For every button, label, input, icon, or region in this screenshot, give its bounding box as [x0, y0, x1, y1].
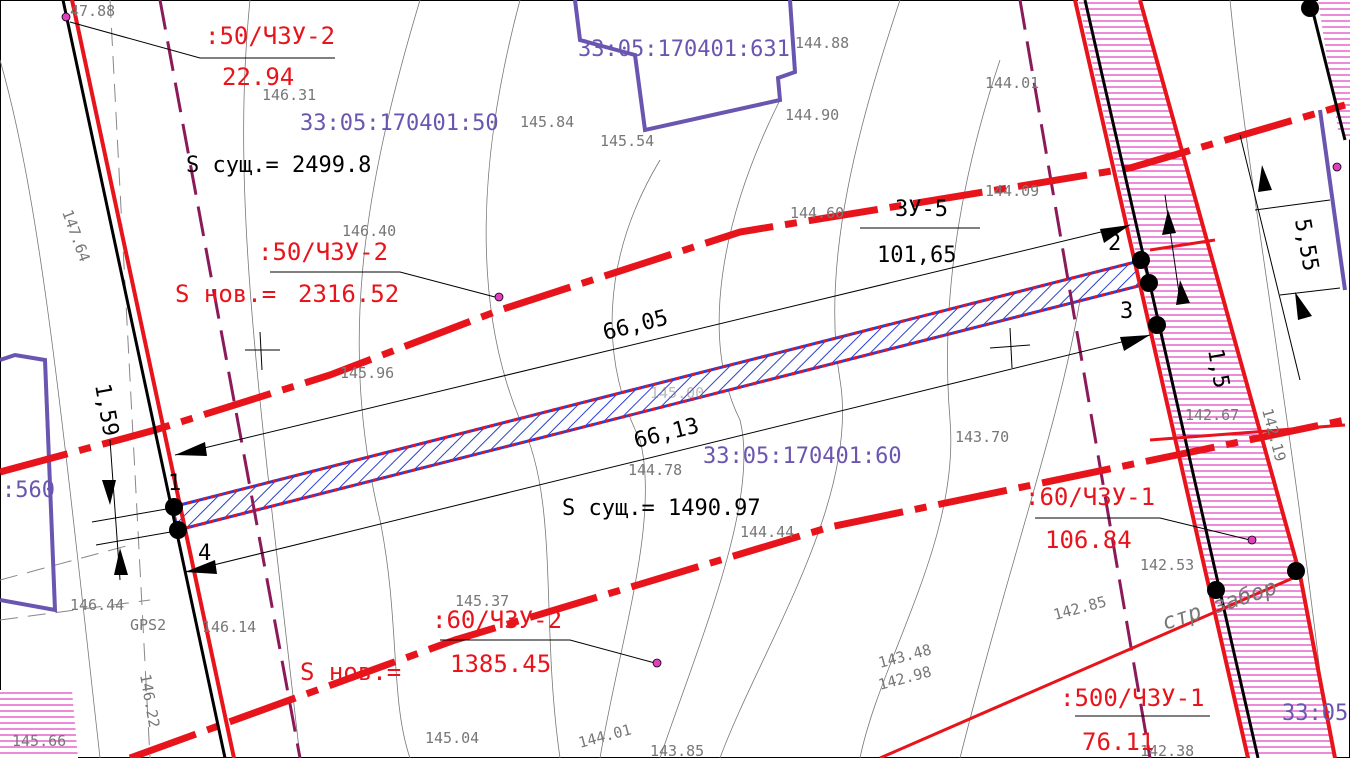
elevation: 146.31 — [262, 86, 316, 104]
elevation: 146.44 — [70, 596, 124, 614]
elevation: 145.96 — [340, 364, 394, 382]
elevation: 142.53 — [1140, 556, 1194, 574]
elevation: 145.66 — [12, 732, 66, 750]
elevation: 143.85 — [650, 742, 704, 758]
label-dots — [61, 12, 1342, 668]
cadastral-numbers: 33:05:170401:631 33:05:170401:50 33:05:1… — [2, 37, 1348, 726]
pink-strip — [0, 690, 78, 758]
elevation: 144.90 — [785, 106, 839, 124]
point-number: 4 — [198, 541, 211, 566]
zone-length: 101,65 — [877, 243, 956, 268]
note: GPS2 — [130, 616, 166, 634]
parcel-label: :50/ЧЗУ-2 — [258, 238, 388, 266]
elevation: 145.84 — [520, 113, 574, 131]
area-label: S сущ.= 1490.97 — [562, 496, 761, 521]
cadastral-number: 33:05:170401:50 — [300, 111, 499, 136]
point-number: 3 — [1120, 299, 1133, 324]
parcel-label: 2316.52 — [298, 280, 399, 308]
cadastral-number: 33:05 — [1282, 701, 1348, 726]
elevation: 145.54 — [600, 132, 654, 150]
parcel-label: :500/ЧЗУ-1 — [1060, 684, 1205, 712]
parcel-labels: :50/ЧЗУ-2 22.94 :50/ЧЗУ-2 S нов.= 2316.5… — [175, 22, 1205, 756]
nodes — [165, 0, 1319, 599]
parcel-label: 1385.45 — [450, 650, 551, 678]
parcel-label: S нов.= — [300, 658, 401, 686]
cadastral-number: 33:05:170401:631 — [578, 37, 790, 62]
arrows — [102, 165, 1312, 575]
elevation: 143.70 — [955, 428, 1009, 446]
point-number: 2 — [1108, 231, 1121, 256]
elevation: 145.04 — [425, 729, 479, 747]
area-label: S сущ.= 2499.8 — [186, 153, 371, 178]
parcel-label: 76.11 — [1082, 728, 1154, 756]
cadastral-number: :560 — [2, 478, 55, 503]
elevation: 145.37 — [455, 592, 509, 610]
parcel-label: S нов.= — [175, 280, 276, 308]
elevation: 146.14 — [202, 618, 256, 636]
point-number: 1 — [168, 471, 181, 496]
parcel-label: 106.84 — [1045, 526, 1132, 554]
elevation: 144.88 — [795, 34, 849, 52]
elevation: 144.60 — [790, 204, 844, 222]
zone-label: ЗУ-5 — [895, 197, 948, 222]
elevation: 144.44 — [740, 523, 794, 541]
parcel-label: :60/ЧЗУ-2 — [432, 606, 562, 634]
parcel-label: :60/ЧЗУ-1 — [1025, 483, 1155, 511]
elevation: 144.01 — [985, 74, 1039, 92]
elevation: 142.67 — [1185, 406, 1239, 424]
elevation: 145.00 — [650, 384, 704, 402]
elevation: 146.40 — [342, 222, 396, 240]
elevation: 142.38 — [1140, 742, 1194, 758]
dimension-lines — [69, 21, 1341, 717]
pink-strip — [1078, 0, 1335, 758]
elevation: 144.78 — [628, 461, 682, 479]
elevation: 144.09 — [985, 182, 1039, 200]
elevation: 47.88 — [70, 2, 115, 20]
parcel-label: :50/ЧЗУ-2 — [205, 22, 335, 50]
parcel-label: 22.94 — [222, 63, 294, 91]
cadastral-number: 33:05:170401:60 — [703, 444, 902, 469]
